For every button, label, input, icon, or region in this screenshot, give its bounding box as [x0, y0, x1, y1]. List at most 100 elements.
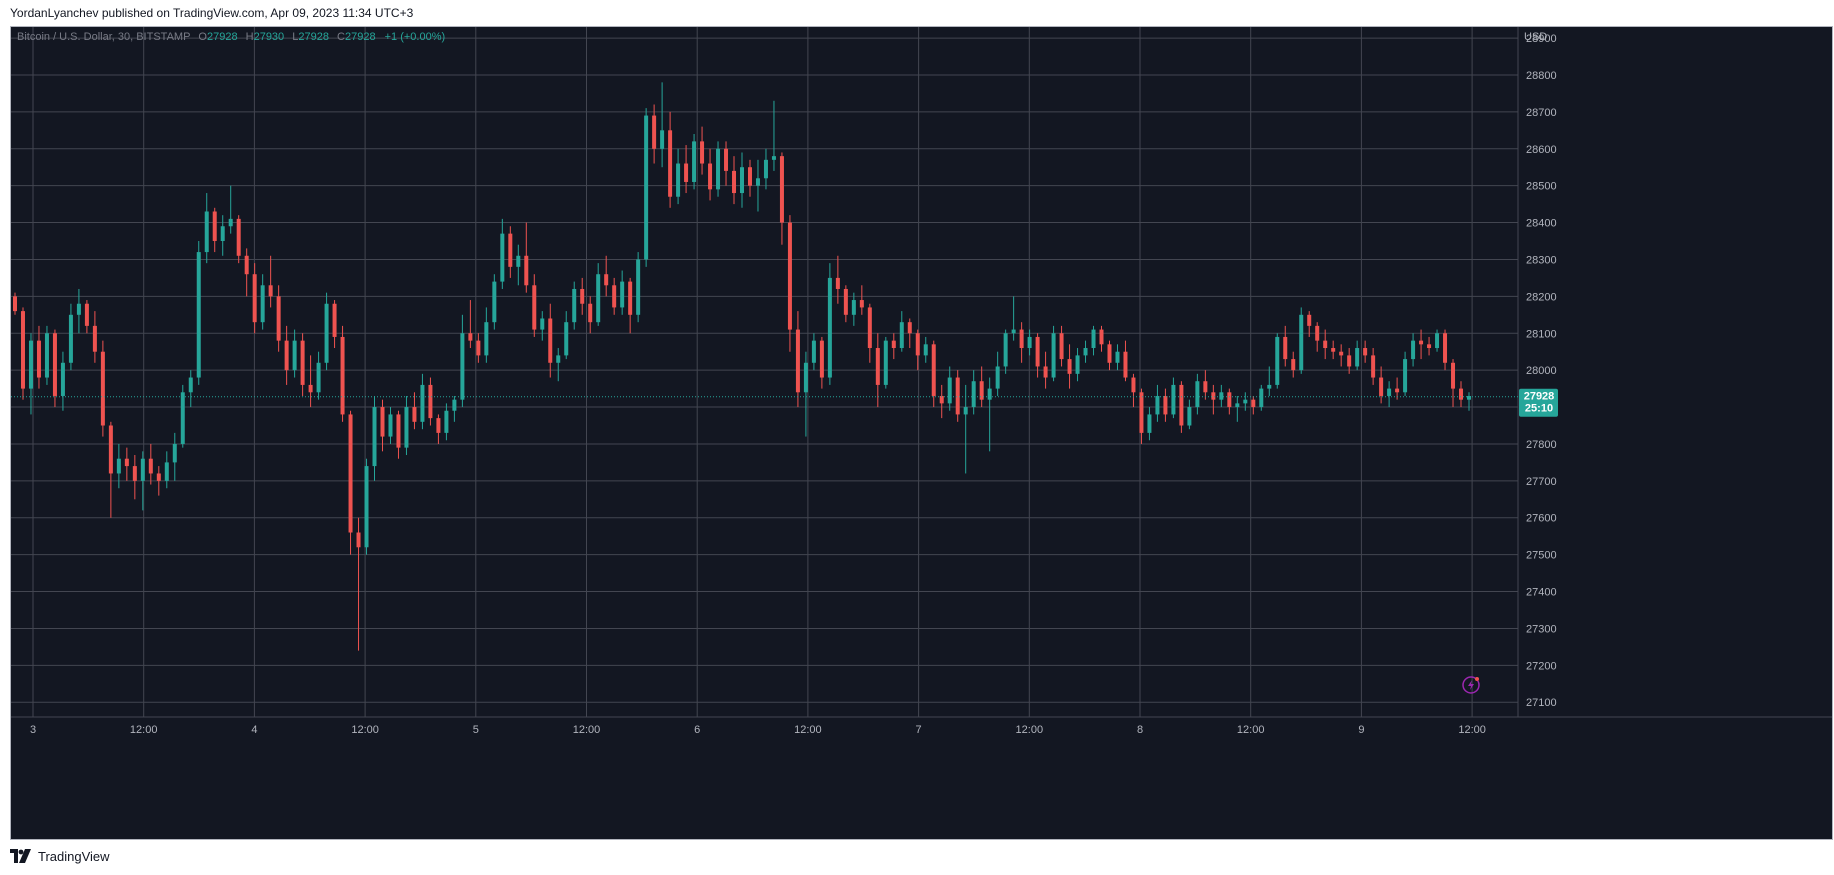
candle-body: [1411, 340, 1416, 360]
candle-body: [84, 303, 89, 326]
candle: [660, 82, 665, 168]
candle: [220, 215, 225, 256]
candle: [204, 193, 209, 264]
candle: [404, 395, 409, 456]
candle-body: [1427, 344, 1432, 349]
chart-panel[interactable]: 27100 27200 27300 27400 27500 27600 27700 27800…: [10, 26, 1833, 840]
candle: [1107, 340, 1112, 371]
price-tick-label: 28000: [1526, 365, 1557, 377]
candle: [596, 263, 601, 326]
candle-body: [540, 318, 545, 330]
candle: [931, 340, 936, 408]
candle-body: [300, 340, 305, 385]
candle-body: [212, 211, 217, 242]
candle: [1243, 392, 1248, 411]
last-price-badge-countdown: 25:10: [1525, 403, 1553, 415]
tradingview-logo-icon[interactable]: [10, 849, 32, 863]
candle-body: [1155, 395, 1160, 415]
candle: [196, 241, 201, 385]
candle: [1347, 348, 1352, 374]
candle: [1179, 381, 1184, 433]
candle: [1035, 333, 1040, 378]
candle: [44, 325, 49, 385]
candle-body: [1435, 333, 1440, 349]
candle-body: [364, 466, 369, 548]
candle-body: [604, 274, 609, 286]
candle-body: [436, 418, 441, 433]
candle-body: [851, 300, 856, 315]
candle: [787, 215, 792, 352]
candle-body: [108, 425, 113, 474]
candle-body: [76, 303, 81, 315]
candle-body: [380, 407, 385, 437]
chart-grid: [11, 27, 1832, 718]
candle: [1075, 348, 1080, 382]
candle-body: [875, 348, 880, 385]
candle: [188, 370, 193, 408]
candle-body: [1211, 392, 1216, 400]
candle: [963, 384, 968, 474]
candle: [1099, 325, 1104, 352]
candle-body: [13, 296, 17, 312]
candle: [827, 263, 832, 385]
candle-body: [1011, 329, 1016, 334]
candle: [819, 336, 824, 389]
candle: [1115, 344, 1120, 371]
candle-body: [1179, 384, 1184, 426]
candle: [1203, 370, 1208, 400]
price-axis: 27100 27200 27300 27400 27500 27600 27700 27800…: [1526, 33, 1557, 709]
price-tick-label: 27800: [1526, 439, 1557, 451]
candle-body: [1115, 351, 1120, 363]
candle-body: [628, 281, 633, 315]
candle: [740, 152, 744, 208]
candle-body: [1395, 388, 1400, 393]
lightning-icon[interactable]: [1462, 676, 1480, 694]
candle-body: [1219, 392, 1224, 400]
candle-body: [1243, 399, 1248, 404]
candle: [724, 141, 729, 186]
candle: [763, 148, 768, 190]
candle-body: [468, 333, 473, 341]
candle-body: [1131, 377, 1136, 393]
price-tick-label: 27100: [1526, 697, 1557, 709]
candle: [995, 351, 1000, 396]
candle-body: [1299, 314, 1304, 371]
candle: [771, 100, 776, 171]
candle: [835, 255, 840, 304]
candle-body: [755, 178, 760, 186]
candle: [1323, 329, 1328, 360]
candle-body: [1107, 344, 1112, 363]
candle-body: [1283, 336, 1288, 360]
candle: [28, 333, 33, 415]
candle-body: [196, 252, 201, 378]
price-tick-label: 28200: [1526, 291, 1557, 303]
candle-body: [444, 410, 449, 433]
footer-brand[interactable]: TradingView: [38, 848, 110, 864]
candle: [500, 218, 505, 289]
candle-body: [276, 296, 281, 341]
candle-body: [260, 285, 265, 323]
candle: [1355, 340, 1360, 371]
candlestick-chart[interactable]: 27100 27200 27300 27400 27500 27600 27700 27800…: [11, 27, 1832, 839]
candle-body: [188, 377, 193, 393]
candle-body: [60, 362, 65, 396]
legend-open-value: 27928: [207, 31, 238, 43]
candle-body: [963, 407, 968, 415]
candle-body: [420, 384, 425, 422]
legend-close-label: C: [337, 31, 345, 43]
candle-body: [92, 325, 97, 352]
legend-change: +1 (+0.00%): [385, 31, 446, 43]
candle-body: [1059, 333, 1064, 360]
candle-body: [236, 218, 241, 256]
candle-body: [907, 322, 912, 334]
candle-body: [564, 322, 569, 356]
price-tick-label: 28600: [1526, 144, 1557, 156]
candle-body: [332, 303, 337, 337]
candle: [692, 134, 697, 190]
candle: [116, 443, 121, 489]
candle: [428, 377, 433, 426]
candle-body: [1227, 392, 1232, 408]
candle: [436, 414, 441, 444]
candle-body: [164, 462, 169, 481]
candle-body: [787, 222, 792, 330]
